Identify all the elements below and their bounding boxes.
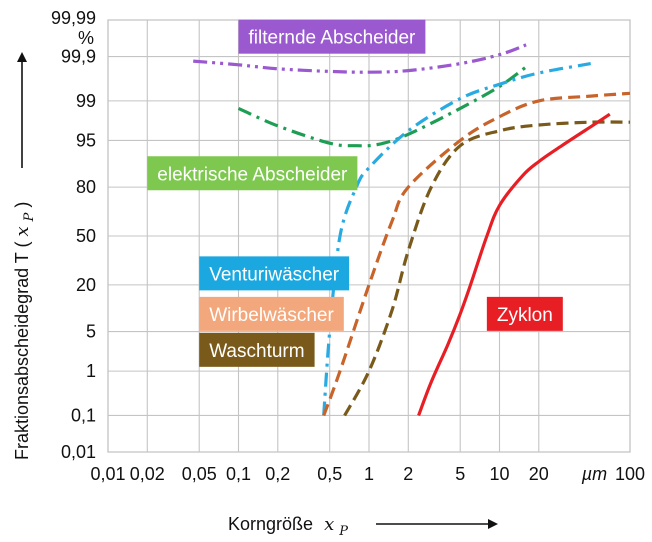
y-axis-arrowhead bbox=[17, 52, 27, 62]
y-axis-label-close: ) bbox=[12, 202, 32, 208]
y-unit-label: % bbox=[78, 28, 94, 48]
y-tick-label: 50 bbox=[76, 226, 96, 246]
series-label-text: elektrische Abscheider bbox=[157, 164, 348, 185]
x-tick-label: 0,5 bbox=[317, 464, 342, 484]
x-axis-title: Korngröße x P bbox=[228, 514, 498, 539]
x-tick-labels: 0,01 0,02 0,05 0,1 0,2 0,5 1 2 5 10 20 100 µm bbox=[90, 464, 645, 484]
x-axis-arrowhead bbox=[488, 519, 498, 529]
y-tick-label: 5 bbox=[86, 322, 96, 342]
x-tick-label: 0,02 bbox=[130, 464, 165, 484]
y-tick-label: 80 bbox=[76, 177, 96, 197]
x-tick-label: 0,1 bbox=[226, 464, 251, 484]
x-tick-label: 1 bbox=[364, 464, 374, 484]
series-label-box bbox=[199, 296, 344, 331]
x-tick-label: 5 bbox=[455, 464, 465, 484]
series-label-waschturm: Waschturm bbox=[199, 332, 315, 367]
y-tick-label: 0,1 bbox=[71, 405, 96, 425]
x-axis-symbol: x bbox=[324, 514, 334, 535]
series-line-filternde-abscheider bbox=[193, 43, 527, 74]
y-tick-label: 99 bbox=[76, 91, 96, 111]
series-label-zyklon: Zyklon bbox=[486, 296, 563, 331]
y-tick-labels: 0,01 0,1 1 5 20 50 80 95 99 99,9 99,99 bbox=[51, 8, 96, 462]
curves bbox=[193, 43, 631, 417]
series-label-venturiwaescher: Venturiwäscher bbox=[199, 256, 350, 291]
y-axis-label-text: Fraktionsabscheidegrad T ( bbox=[12, 242, 32, 460]
svg-text:Fraktionsabscheidegrad T (: Fraktionsabscheidegrad T ( x P ) bbox=[12, 202, 37, 460]
series-label-filternde-abscheider: filternde Abscheider bbox=[238, 19, 426, 54]
series-label-text: Venturiwäscher bbox=[209, 264, 340, 285]
y-axis-title: Fraktionsabscheidegrad T ( x P ) bbox=[12, 52, 37, 460]
series-label-text: filternde Abscheider bbox=[249, 28, 417, 49]
x-tick-label: 100 bbox=[615, 464, 645, 484]
series-label-box bbox=[238, 19, 426, 54]
series-label-text: Waschturm bbox=[209, 341, 304, 362]
series-label-box bbox=[486, 296, 563, 331]
x-unit-label: µm bbox=[581, 464, 607, 484]
series-label-wirbelwaescher: Wirbelwäscher bbox=[199, 296, 344, 331]
x-tick-label: 0,01 bbox=[90, 464, 125, 484]
series-line-waschturm bbox=[343, 120, 631, 417]
series-label-elektrische-abscheider: elektrische Abscheider bbox=[147, 156, 358, 191]
series-line-wirbelwaescher bbox=[322, 91, 631, 417]
x-tick-label: 20 bbox=[529, 464, 549, 484]
x-axis-subscript: P bbox=[338, 524, 348, 539]
series-line-elektrische-abscheider bbox=[237, 65, 528, 148]
y-tick-label: 20 bbox=[76, 275, 96, 295]
y-tick-label: 1 bbox=[86, 361, 96, 381]
series-label-text: Zyklon bbox=[497, 305, 553, 326]
series-labels: filternde Abscheider elektrische Abscheid… bbox=[147, 19, 563, 367]
y-axis-symbol: x bbox=[12, 226, 33, 236]
svg-text:Korngröße x P: Korngröße x P bbox=[228, 514, 348, 539]
y-tick-label: 0,01 bbox=[61, 442, 96, 462]
x-axis-label-text: Korngröße bbox=[228, 514, 313, 534]
y-tick-label: 99,9 bbox=[61, 47, 96, 67]
x-tick-label: 0,2 bbox=[265, 464, 290, 484]
series-label-box bbox=[147, 156, 358, 191]
y-axis-subscript: P bbox=[22, 212, 37, 222]
y-tick-label: 95 bbox=[76, 130, 96, 150]
series-label-box bbox=[199, 332, 315, 367]
x-tick-label: 0,05 bbox=[182, 464, 217, 484]
x-tick-label: 2 bbox=[403, 464, 413, 484]
grid bbox=[107, 19, 631, 453]
series-label-box bbox=[199, 256, 350, 291]
series-line-venturiwaescher bbox=[322, 62, 591, 416]
x-tick-label: 10 bbox=[489, 464, 509, 484]
y-tick-label: 99,99 bbox=[51, 8, 96, 28]
series-label-text: Wirbelwäscher bbox=[209, 305, 334, 326]
series-line-zyklon bbox=[417, 112, 611, 417]
